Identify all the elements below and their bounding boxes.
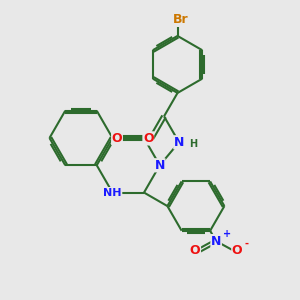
Text: O: O <box>112 131 122 145</box>
Text: N: N <box>211 235 221 248</box>
Text: NH: NH <box>103 188 122 198</box>
Text: O: O <box>143 132 154 145</box>
Text: -: - <box>244 239 248 249</box>
Text: Br: Br <box>173 13 188 26</box>
Text: N: N <box>174 136 184 149</box>
Text: O: O <box>232 244 242 256</box>
Text: +: + <box>223 229 231 238</box>
Text: H: H <box>189 139 197 149</box>
Text: O: O <box>190 244 200 256</box>
Text: N: N <box>154 159 165 172</box>
